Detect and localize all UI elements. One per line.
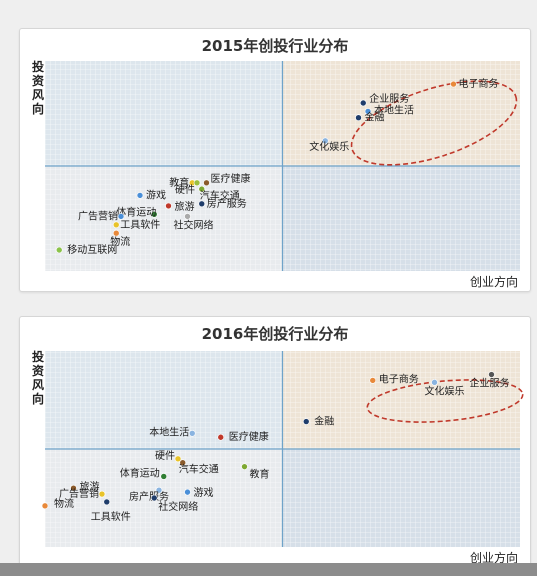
data-point [112,229,120,237]
data-point [150,494,158,502]
chart-title: 2016年创投行业分布 [202,325,349,343]
data-label: 广告营销 [59,487,99,500]
data-label: 文化娱乐 [309,140,349,153]
x-axis-label: 创业方向 [470,550,518,565]
data-label: 本地生活 [374,103,414,116]
data-point [302,418,310,425]
x-axis-label: 创业方向 [470,274,518,289]
data-label: 硬件 [175,184,195,196]
data-point [359,99,367,107]
data-label: 广告营销 [78,209,118,222]
data-label: 金融 [365,111,385,124]
data-point [112,221,120,229]
data-label: 硬件 [155,450,175,462]
data-label: 旅游 [80,480,100,493]
chart-panel-2016: 2016年创投行业分布投资风向创业方向 电子商务 文化娱乐 企业服务金融本地生活 医疗健… [19,316,531,570]
data-point [203,179,210,187]
data-point [136,192,144,199]
data-label: 教育 [169,176,189,189]
data-label: 工具软件 [91,510,131,523]
data-point [155,486,163,494]
data-point [160,473,168,480]
data-label: 移动互联网 [67,243,117,256]
data-point [364,108,372,115]
data-point [217,433,225,441]
data-point [241,463,248,470]
y-axis-label: 投资风向 [32,349,44,406]
data-point [188,430,196,437]
data-point [369,377,377,384]
data-label: 企业服务 [470,377,510,390]
data-point [179,459,187,467]
data-label: 医疗健康 [211,172,251,185]
data-label: 教育 [250,468,270,481]
data-label: 金融 [314,415,334,428]
data-point [98,490,106,498]
data-point [431,379,438,386]
data-label: 物流 [54,497,74,510]
data-label: 物流 [110,235,130,248]
data-point [184,213,191,220]
data-label: 企业服务 [369,92,409,105]
data-point [488,371,495,378]
data-label: 体育运动 [120,466,160,479]
highlight-ellipse [350,80,518,166]
data-point [41,502,49,510]
data-label: 汽车交通 [200,189,240,202]
data-label: 电子商务 [459,77,499,90]
chart-title: 2015年创投行业分布 [202,37,349,55]
data-label: 工具软件 [120,218,160,231]
data-point [165,202,172,210]
data-point [174,455,182,463]
data-label: 游戏 [146,188,166,201]
data-point [70,484,77,492]
chart-panel-2015: 2015年创投行业分布投资风向创业方向 电子商务企业服务 本地生活 金融文化娱乐医疗健… [19,28,531,292]
bottom-bar [0,563,537,576]
data-point [321,137,329,145]
data-label: 社交网络 [174,218,214,231]
data-label: 游戏 [194,486,214,499]
data-point [150,211,158,218]
data-label: 文化娱乐 [425,384,465,397]
data-point [193,179,201,187]
data-label: 医疗健康 [229,430,269,443]
data-label: 房产服务 [129,490,169,503]
data-label: 旅游 [175,200,195,213]
data-point [450,80,457,88]
data-label: 房产服务 [207,197,247,210]
data-point [55,246,63,254]
data-point [103,498,111,506]
y-axis-label: 投资风向 [32,59,44,116]
data-point [184,488,191,496]
data-label: 体育运动 [116,205,156,218]
data-label: 社交网络 [158,500,198,513]
data-label: 汽车交通 [179,463,219,476]
data-point [355,114,362,121]
data-label: 本地生活 [149,425,189,438]
data-label: 电子商务 [379,372,419,385]
data-point [198,185,206,193]
data-point [198,200,206,208]
data-point [117,213,125,220]
